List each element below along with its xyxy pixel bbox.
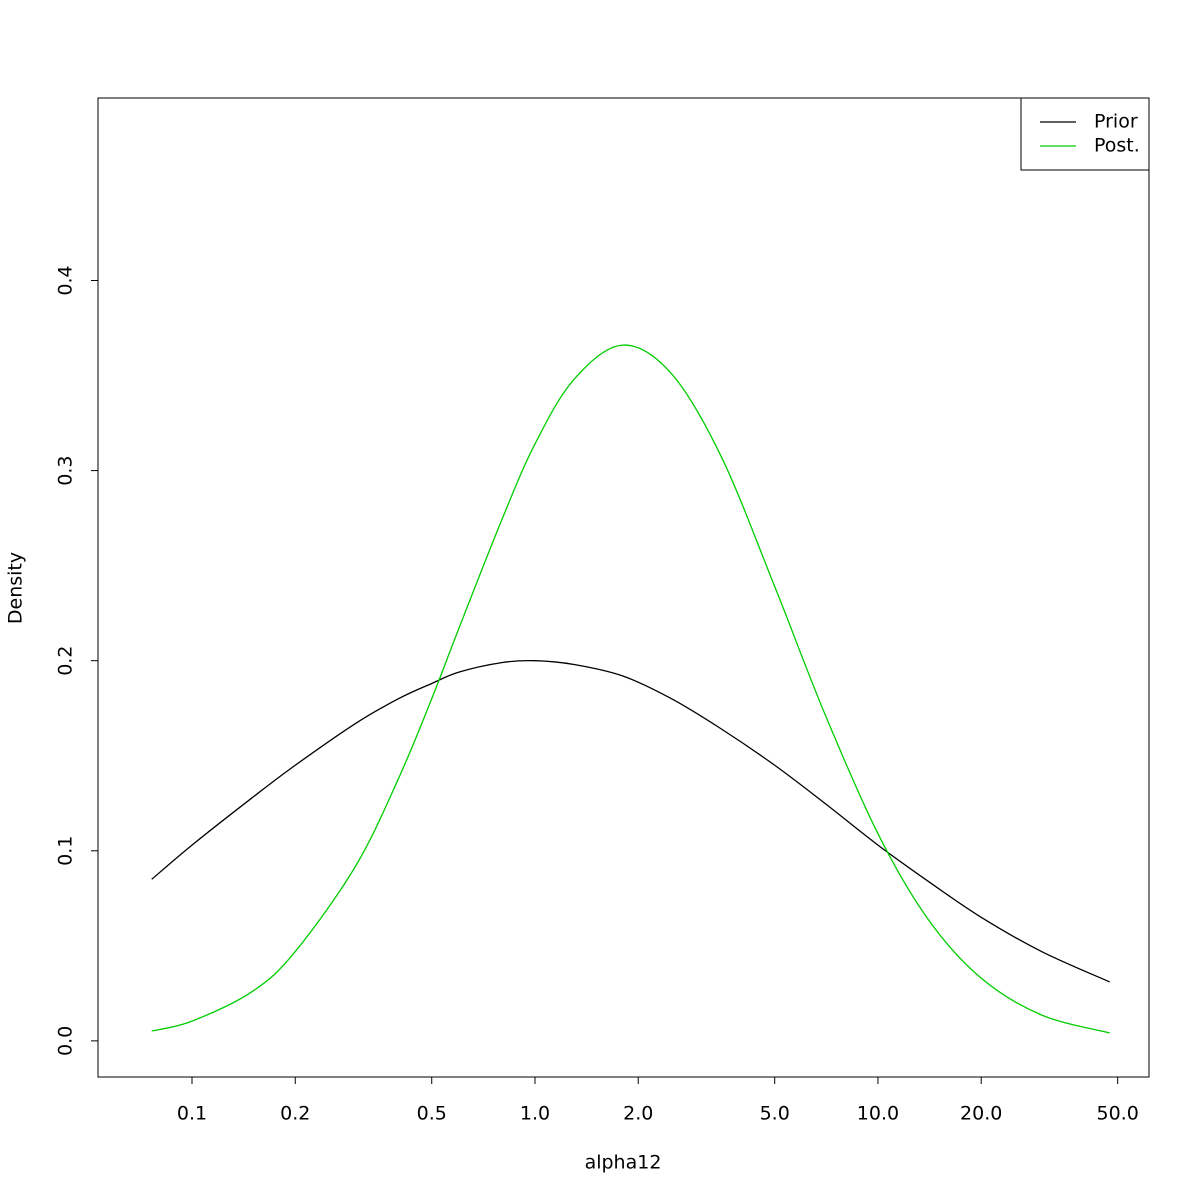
x-tick-label: 50.0: [1097, 1103, 1139, 1125]
y-tick-label: 0.2: [55, 646, 77, 676]
x-tick-label: 0.2: [280, 1103, 310, 1125]
y-tick-label: 0.1: [55, 836, 77, 866]
x-tick-label: 2.0: [623, 1103, 653, 1125]
y-tick-label: 0.3: [55, 455, 77, 485]
x-axis-label: alpha12: [585, 1152, 662, 1174]
plot-frame: [97, 97, 1150, 1078]
x-tick-label: 10.0: [857, 1103, 899, 1125]
x-tick-label: 1.0: [520, 1103, 550, 1125]
legend-label: Post.: [1094, 135, 1140, 157]
y-tick-label: 0.0: [55, 1026, 77, 1056]
y-axis-label: Density: [5, 552, 27, 624]
x-tick-label: 0.5: [417, 1103, 447, 1125]
x-tick-label: 20.0: [960, 1103, 1002, 1125]
series-line: [151, 659, 1110, 983]
y-tick-label: 0.4: [55, 265, 77, 295]
legend-box: [1020, 97, 1150, 171]
series-line: [151, 344, 1110, 1034]
x-tick-label: 5.0: [760, 1103, 790, 1125]
x-tick-label: 0.1: [177, 1103, 207, 1125]
legend-label: Prior: [1094, 111, 1138, 133]
